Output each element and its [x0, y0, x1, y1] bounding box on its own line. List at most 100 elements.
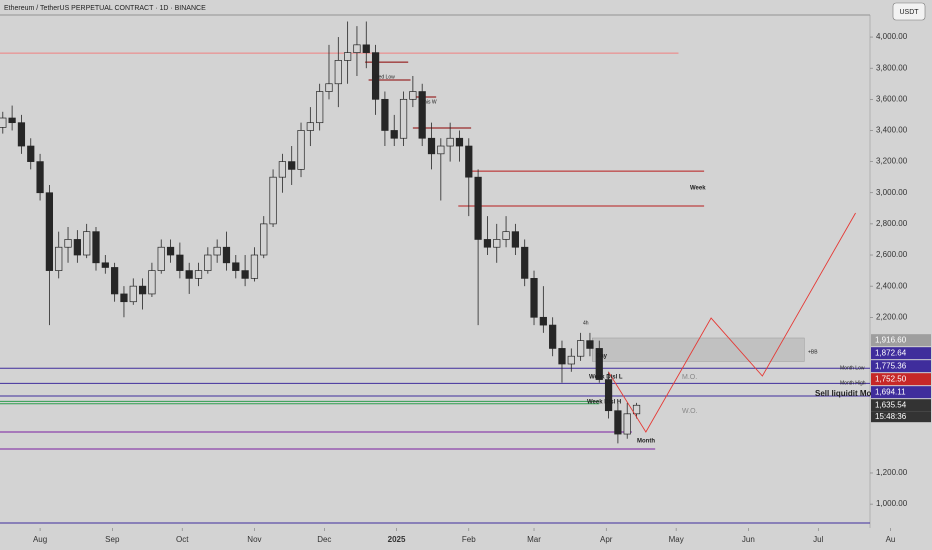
y-tick-label: 1,200.00	[876, 468, 908, 477]
candle-body	[148, 270, 156, 295]
candle-body	[446, 137, 454, 147]
annotation: This W	[421, 99, 437, 105]
candle-body	[399, 98, 408, 139]
candle-body	[502, 231, 510, 240]
annotation: M.O.	[682, 374, 697, 381]
annotation: Red Low	[375, 74, 395, 80]
candle-body	[111, 267, 119, 295]
price-label-box	[871, 360, 931, 373]
candle-body	[45, 192, 54, 271]
y-tick-label: 3,200.00	[876, 157, 908, 166]
candle-body	[64, 239, 72, 248]
y-tick-label: 3,600.00	[876, 94, 908, 103]
candle-body	[166, 246, 175, 256]
y-tick-label: 3,800.00	[876, 63, 908, 72]
candle-body	[390, 130, 398, 139]
y-tick-label: 1,000.00	[876, 499, 908, 508]
annotation: +BB	[808, 349, 818, 355]
price-label: 1,694.11	[875, 387, 906, 396]
candle-body	[521, 246, 529, 279]
candle-body	[306, 122, 314, 131]
price-label: 1,775.36	[875, 361, 907, 370]
annotation: Sell liquidit Month March	[815, 389, 910, 398]
candle-body	[381, 98, 389, 131]
zone	[592, 337, 805, 362]
x-tick-label: Au	[886, 535, 896, 544]
y-tick-label: 4,000.00	[876, 32, 908, 41]
candle-body	[586, 340, 594, 349]
x-tick-label: Mar	[527, 535, 541, 544]
candle-body	[371, 52, 380, 100]
candle-body	[567, 355, 575, 365]
annotation: 4h	[583, 320, 589, 326]
candle-body	[194, 270, 203, 279]
x-tick-label: 2025	[388, 535, 406, 544]
y-tick-label: 2,200.00	[876, 312, 908, 321]
candle-body	[73, 239, 81, 256]
candle-body	[558, 348, 566, 365]
candle-body	[418, 91, 426, 139]
candle-body	[83, 231, 91, 256]
y-tick-label: 3,400.00	[876, 126, 908, 135]
candle-body	[334, 60, 342, 85]
candle-body	[465, 145, 473, 178]
y-tick-label: 2,600.00	[876, 250, 908, 259]
candle-body	[101, 262, 109, 268]
candle-body	[344, 52, 352, 61]
candle-body	[483, 239, 492, 248]
candle-body	[0, 117, 7, 128]
candle-body	[362, 44, 370, 53]
currency-button[interactable]	[892, 2, 926, 21]
candle-body	[455, 137, 464, 147]
candle-body	[260, 223, 268, 256]
candle-body	[278, 161, 287, 178]
candle-body	[577, 340, 585, 357]
x-tick-label: May	[669, 535, 684, 544]
candle-body	[176, 254, 184, 271]
currency[interactable]: USDT	[899, 9, 919, 16]
price-label-box	[871, 399, 931, 412]
price-label: 1,872.64	[875, 348, 907, 357]
candle-body	[17, 122, 26, 147]
x-tick-label: Apr	[600, 535, 613, 544]
price-label: 1,752.50	[875, 374, 907, 383]
candle-body	[632, 404, 641, 415]
price-label-box	[871, 386, 931, 399]
candle-body	[36, 161, 44, 194]
annotation: Day	[596, 354, 608, 360]
x-tick-label: Nov	[247, 535, 261, 544]
candle-body	[530, 278, 538, 318]
x-tick-label: Oct	[176, 535, 189, 544]
candle-body	[325, 83, 333, 92]
countdown-box	[871, 411, 931, 423]
candle-body	[157, 246, 165, 271]
candle-body	[549, 324, 557, 349]
annotation: Month	[637, 439, 655, 445]
countdown: 15:48:36	[875, 412, 907, 421]
annotation: Week Disl L	[589, 375, 623, 381]
annotation: Month High	[840, 380, 866, 386]
candle-body	[427, 137, 436, 155]
candle-body	[213, 246, 221, 256]
candle-body	[604, 379, 613, 412]
candle-body	[437, 145, 445, 155]
candle-body	[316, 91, 324, 124]
y-tick-label: 3,000.00	[876, 188, 908, 197]
projection-line	[608, 212, 856, 433]
candle-body	[493, 239, 501, 248]
candle-body	[129, 285, 137, 303]
candle-body	[474, 176, 482, 240]
candle-body	[204, 254, 212, 271]
annotation: Week Disl H	[587, 400, 621, 406]
price-label: 1,916.60	[875, 335, 907, 344]
candle-body	[241, 270, 249, 279]
x-tick-label: Feb	[462, 535, 476, 544]
candle-body	[92, 231, 100, 264]
candle-body	[353, 44, 361, 53]
x-tick-label: Sep	[105, 535, 120, 544]
price-label-box	[871, 334, 931, 347]
candle-body	[250, 254, 259, 279]
candle-body	[595, 348, 603, 380]
